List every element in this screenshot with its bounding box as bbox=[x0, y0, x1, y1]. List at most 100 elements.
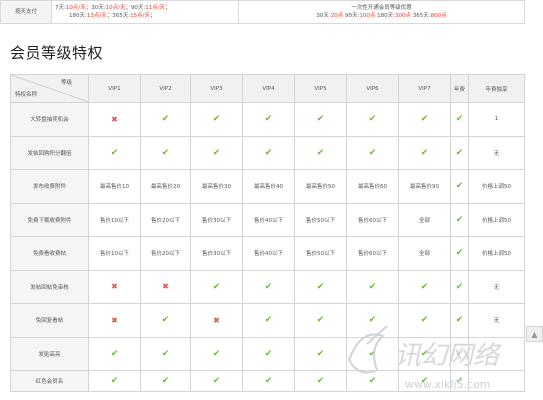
check-cell: ✔ bbox=[346, 370, 399, 392]
privilege-value: 全部 bbox=[398, 202, 451, 237]
table-row: 发布收费附件 最高售价10 最高售价20 最高售价30 最高售价40 最高售价50 最高售价… bbox=[10, 169, 525, 204]
check-cell: ✔ bbox=[294, 135, 347, 170]
privilege-name: 红色会员名 bbox=[10, 370, 89, 392]
check-cell: ✔ bbox=[140, 135, 191, 170]
privilege-name: 发贴高亮 bbox=[10, 336, 89, 371]
privilege-value: 售价60以下 bbox=[346, 202, 399, 237]
privilege-value: 价格上调50 bbox=[468, 236, 525, 271]
upgrade-line-2: 30天:20点 90天:100点 180天:300点 365天:800点 bbox=[316, 13, 447, 19]
check-icon: ✔ bbox=[420, 315, 429, 326]
check-icon: ✔ bbox=[161, 114, 170, 125]
privilege-value: 最高售价20 bbox=[140, 169, 191, 204]
privilege-name: 发帖回帖免审核 bbox=[10, 269, 89, 304]
check-icon: ✔ bbox=[420, 348, 429, 359]
corner-privilege-label: 特权名称 bbox=[15, 92, 38, 98]
check-icon: ✔ bbox=[264, 281, 273, 292]
corner-header: 等级 特权名称 bbox=[10, 74, 89, 103]
check-cell: ✔ bbox=[242, 269, 295, 304]
check-cell: ✔ bbox=[242, 102, 295, 137]
check-icon: ✔ bbox=[212, 281, 221, 292]
privilege-value: 售价50以下 bbox=[294, 202, 347, 237]
check-icon: ✔ bbox=[316, 147, 325, 158]
level-header: VIP7 bbox=[398, 74, 451, 103]
cross-cell: ✖ bbox=[190, 303, 243, 338]
check-cell: ✔ bbox=[88, 336, 141, 371]
privilege-value bbox=[468, 336, 525, 371]
cross-cell: ✖ bbox=[140, 269, 191, 304]
check-icon: ✔ bbox=[455, 214, 464, 225]
pay-label: 按天支付 bbox=[0, 0, 52, 24]
privilege-value: 1 bbox=[468, 102, 525, 137]
check-icon: ✔ bbox=[455, 147, 464, 158]
scroll-top-button[interactable]: ▲ bbox=[526, 326, 543, 342]
check-icon: ✔ bbox=[161, 376, 170, 386]
cross-icon: ✖ bbox=[111, 315, 118, 325]
check-icon: ✔ bbox=[455, 181, 464, 192]
check-cell: ✔ bbox=[190, 370, 243, 392]
level-header: VIP2 bbox=[140, 74, 191, 103]
check-icon: ✔ bbox=[212, 147, 221, 158]
check-icon: ✔ bbox=[161, 315, 170, 326]
check-cell: ✔ bbox=[450, 370, 469, 392]
privilege-name: 大转盘抽奖机会 bbox=[10, 102, 89, 137]
pricing-table: 按天支付 7天:10点/天；30天:10点/天；90天:11点/天； 180天:… bbox=[0, 0, 525, 24]
check-icon: ✔ bbox=[455, 114, 464, 125]
check-cell: ✔ bbox=[88, 370, 141, 392]
check-cell: ✔ bbox=[450, 102, 469, 137]
check-cell: ✔ bbox=[398, 336, 451, 371]
check-cell: ✔ bbox=[190, 336, 243, 371]
table-row: 发贴高亮 ✔ ✔ ✔ ✔ ✔ ✔ ✔ ✔ bbox=[10, 336, 525, 371]
check-icon: ✔ bbox=[110, 376, 119, 386]
check-icon: ✔ bbox=[455, 248, 464, 259]
privilege-value: 价格上调50 bbox=[468, 169, 525, 204]
cross-icon: ✖ bbox=[111, 114, 118, 124]
pay-options: 7天:10点/天；30天:10点/天；90天:11点/天； 180天:13点/天… bbox=[51, 0, 239, 24]
cross-cell: ✖ bbox=[88, 269, 141, 304]
privilege-value: 最高售价40 bbox=[242, 169, 295, 204]
privilege-value: 售价20以下 bbox=[140, 202, 191, 237]
check-icon: ✔ bbox=[316, 315, 325, 326]
check-cell: ✔ bbox=[190, 135, 243, 170]
check-cell: ✔ bbox=[450, 169, 469, 204]
check-cell: ✔ bbox=[346, 303, 399, 338]
check-cell: ✔ bbox=[398, 303, 451, 338]
check-icon: ✔ bbox=[316, 348, 325, 359]
check-cell: ✔ bbox=[190, 269, 243, 304]
privilege-name: 免回复看帖 bbox=[10, 303, 89, 338]
check-icon: ✔ bbox=[110, 348, 119, 359]
check-icon: ✔ bbox=[212, 114, 221, 125]
privilege-value: 售价40以下 bbox=[242, 236, 295, 271]
check-cell: ✔ bbox=[242, 135, 295, 170]
privilege-name: 发布收费附件 bbox=[10, 169, 89, 204]
check-cell: ✔ bbox=[398, 102, 451, 137]
check-icon: ✔ bbox=[264, 114, 273, 125]
cross-icon: ✖ bbox=[213, 315, 220, 325]
check-icon: ✔ bbox=[420, 147, 429, 158]
check-cell: ✔ bbox=[450, 336, 469, 371]
cross-icon: ✖ bbox=[111, 282, 118, 292]
check-icon: ✔ bbox=[420, 114, 429, 125]
table-row: 发帖回购积分翻倍 ✔ ✔ ✔ ✔ ✔ ✔ ✔ ✔ 无 bbox=[10, 135, 525, 170]
corner-level-label: 等级 bbox=[60, 80, 72, 86]
check-cell: ✔ bbox=[346, 269, 399, 304]
check-cell: ✔ bbox=[88, 135, 141, 170]
check-icon: ✔ bbox=[161, 147, 170, 158]
check-icon: ✔ bbox=[455, 315, 464, 326]
level-header: VIP3 bbox=[190, 74, 243, 103]
check-cell: ✔ bbox=[346, 102, 399, 137]
upgrade-options: 一次性开通会员等级优惠 30天:20点 90天:100点 180天:300点 3… bbox=[238, 0, 525, 24]
table-row: 免回复看帖 ✖ ✔ ✖ ✔ ✔ ✔ ✔ ✔ 无 bbox=[10, 303, 525, 338]
check-icon: ✔ bbox=[420, 281, 429, 292]
diagonal-line bbox=[11, 75, 89, 102]
level-header: 年费独享 bbox=[468, 74, 525, 103]
check-cell: ✔ bbox=[450, 236, 469, 271]
pay-line-2: 180天:13点/天；365天:15点/天； bbox=[69, 13, 156, 19]
privilege-value: 售价30以下 bbox=[190, 202, 243, 237]
check-cell: ✔ bbox=[190, 102, 243, 137]
check-icon: ✔ bbox=[455, 376, 464, 386]
check-icon: ✔ bbox=[264, 147, 273, 158]
check-icon: ✔ bbox=[316, 281, 325, 292]
privilege-value: 全部 bbox=[398, 236, 451, 271]
privilege-value: 最高售价10 bbox=[88, 169, 141, 204]
scroll-top-icon: ▲ bbox=[531, 329, 538, 339]
